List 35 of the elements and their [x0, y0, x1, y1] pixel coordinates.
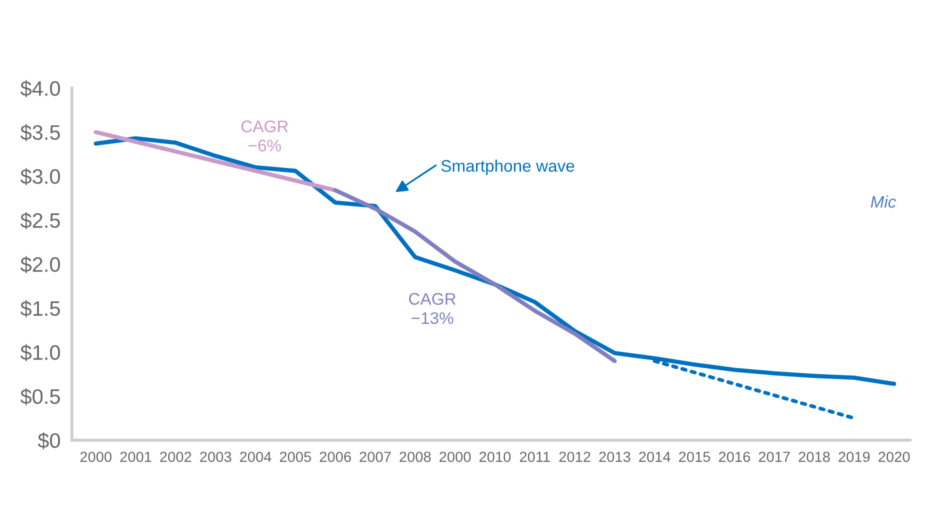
x-tick-label: 2000 [80, 452, 112, 462]
y-tick-label: $4.0 [20, 80, 60, 98]
line-series [333, 188, 617, 364]
x-tick-label: 2004 [240, 452, 272, 462]
x-tick-label: 2000 [440, 452, 471, 462]
x-tick-label: 2006 [320, 452, 351, 462]
annotation: CAGR −13% [409, 293, 456, 324]
y-tick-label: $3.5 [20, 124, 60, 142]
x-tick-label: 2014 [639, 452, 670, 462]
x-tick-label: 2003 [200, 452, 232, 462]
y-tick-label: $2.0 [20, 256, 60, 274]
x-tick-label: 2005 [280, 452, 312, 462]
x-tick-label: 2007 [360, 452, 391, 462]
x-tick-label: 2015 [679, 452, 710, 462]
x-tick-label: 2011 [520, 452, 550, 462]
x-tick-label: 2002 [160, 452, 192, 462]
y-tick-label: $0.5 [20, 388, 60, 406]
x-tick-label: 2018 [798, 452, 830, 462]
x-tick-label: 2017 [758, 452, 790, 462]
annotation: CAGR −6% [241, 120, 288, 152]
x-tick-label: 2013 [599, 452, 630, 462]
y-tick-label: $3.0 [20, 168, 60, 186]
x-tick-label: 2020 [878, 452, 910, 462]
y-tick-label: $1.5 [20, 300, 60, 318]
x-tick-label: 2008 [400, 452, 431, 462]
x-tick-label: 2019 [838, 452, 870, 462]
annotation: Mic [870, 196, 896, 208]
annotation: Smartphone wave [441, 160, 574, 176]
y-tick-label: $0 [38, 432, 60, 450]
x-tick-label: 2010 [479, 452, 511, 462]
x-tick-label: 2016 [718, 452, 750, 462]
x-tick-label: 2012 [559, 452, 590, 462]
y-tick-label: $1.0 [20, 344, 60, 362]
y-tick-label: $2.5 [20, 212, 60, 230]
x-tick-label: 2001 [120, 452, 152, 462]
